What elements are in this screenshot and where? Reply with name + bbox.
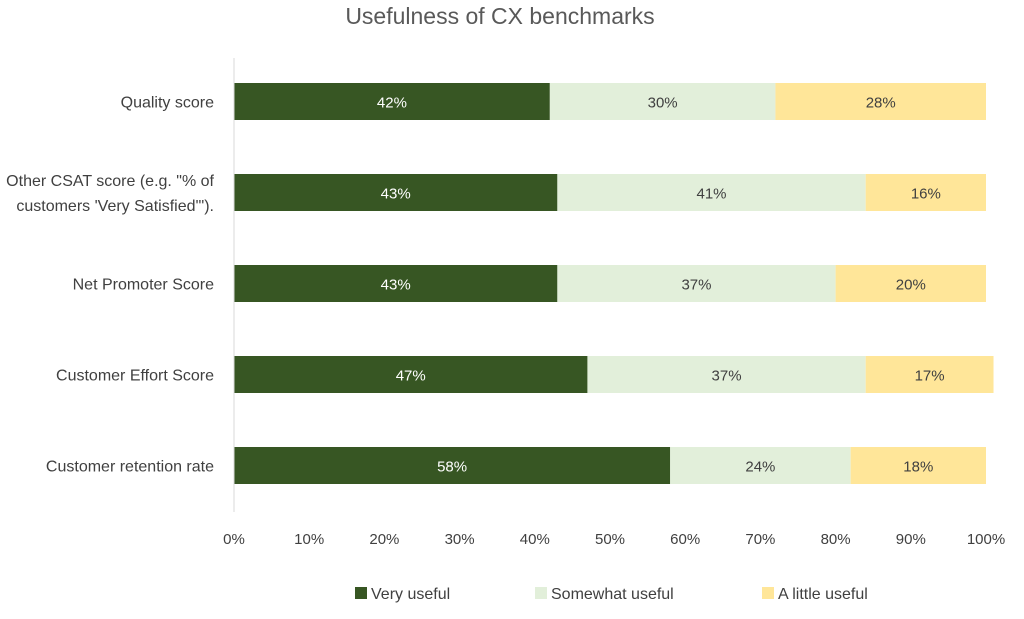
- data-label: 58%: [437, 459, 467, 476]
- bar-segment: [587, 356, 866, 393]
- x-tick-label: 40%: [520, 531, 550, 548]
- legend-item: Somewhat useful: [535, 586, 674, 603]
- bar-segment: [234, 174, 558, 211]
- bar-segment: [234, 447, 671, 484]
- data-label: 41%: [697, 186, 727, 203]
- x-tick-label: 20%: [369, 531, 399, 548]
- x-tick-label: 60%: [670, 531, 700, 548]
- x-tick-label: 100%: [967, 531, 1005, 548]
- category-label: Quality score: [121, 95, 214, 112]
- legend-label: Very useful: [371, 586, 450, 603]
- x-tick-label: 90%: [896, 531, 926, 548]
- category-label: Other CSAT score (e.g. "% of: [6, 173, 214, 190]
- data-label: 28%: [866, 95, 896, 112]
- category-label: Customer retention rate: [46, 459, 214, 476]
- data-label: 37%: [681, 277, 711, 294]
- x-tick-label: 80%: [821, 531, 851, 548]
- data-label: 42%: [377, 95, 407, 112]
- x-tick-label: 10%: [294, 531, 324, 548]
- bar-segment: [234, 83, 550, 120]
- bar-segment: [670, 447, 851, 484]
- legend-swatch: [535, 587, 547, 599]
- bar-segment: [557, 174, 866, 211]
- x-tick-label: 0%: [223, 531, 245, 548]
- data-label: 16%: [911, 186, 941, 203]
- x-tick-label: 50%: [595, 531, 625, 548]
- category-label: Customer Effort Score: [56, 368, 214, 385]
- data-label: 47%: [396, 368, 426, 385]
- data-label: 43%: [381, 277, 411, 294]
- bar-segment: [775, 83, 986, 120]
- legend-item: Very useful: [355, 586, 450, 603]
- bar-segment: [234, 356, 588, 393]
- x-tick-label: 70%: [745, 531, 775, 548]
- data-label: 43%: [381, 186, 411, 203]
- bar-segment: [865, 356, 994, 393]
- data-label: 17%: [915, 368, 945, 385]
- data-label: 18%: [903, 459, 933, 476]
- bar-segment: [865, 174, 986, 211]
- bar-segment: [835, 265, 986, 302]
- data-label: 20%: [896, 277, 926, 294]
- bar-segment: [850, 447, 986, 484]
- bar-segment: [234, 265, 558, 302]
- bar-segment: [557, 265, 836, 302]
- legend-label: Somewhat useful: [551, 586, 674, 603]
- bar-segment: [549, 83, 776, 120]
- chart-title: Usefulness of CX benchmarks: [345, 3, 654, 29]
- category-label: customers 'Very Satisfied'").: [16, 198, 214, 215]
- legend-item: A little useful: [762, 586, 868, 603]
- category-label: Net Promoter Score: [73, 277, 214, 294]
- data-label: 30%: [648, 95, 678, 112]
- data-label: 24%: [745, 459, 775, 476]
- x-tick-label: 30%: [445, 531, 475, 548]
- legend-label: A little useful: [778, 586, 868, 603]
- data-label: 37%: [712, 368, 742, 385]
- legend-swatch: [355, 587, 367, 599]
- legend-swatch: [762, 587, 774, 599]
